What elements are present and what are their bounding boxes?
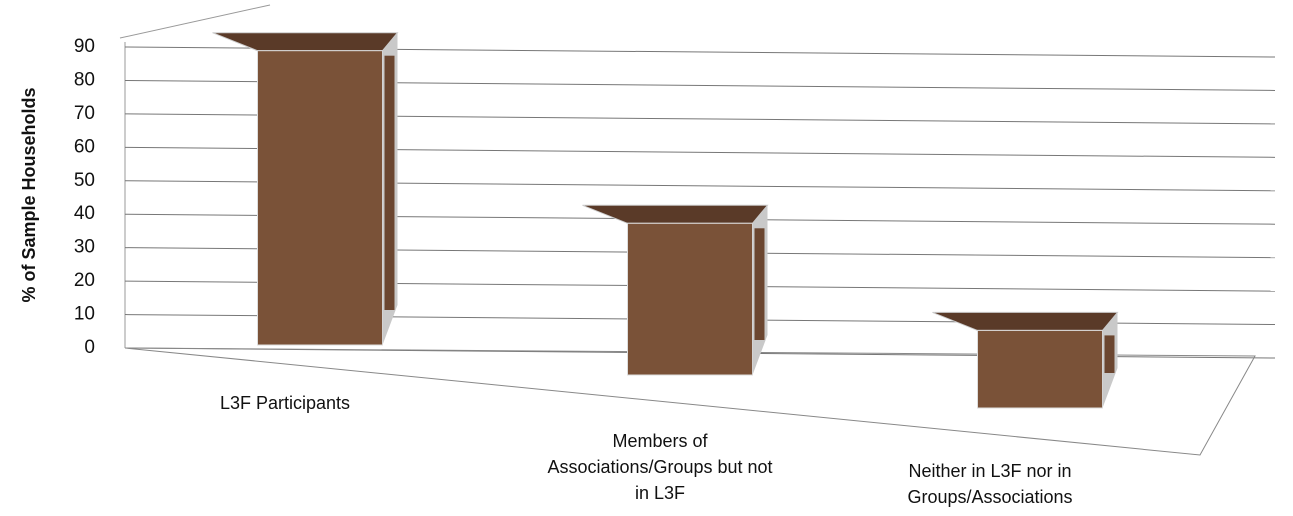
x-tick-label: Neither in L3F nor in Groups/Association…: [907, 461, 1073, 507]
y-tick-label: 60: [74, 136, 95, 157]
bar: [932, 311, 1119, 409]
y-axis-label: % of Sample Households: [19, 87, 39, 302]
y-tick-label: 80: [74, 69, 95, 90]
bar-side-coins: [754, 228, 765, 340]
bar-front: [627, 222, 753, 376]
x-tick-label: L3F Participants: [219, 393, 351, 413]
y-tick-label: 40: [74, 203, 95, 224]
bar-front: [257, 50, 383, 346]
y-tick-label: 30: [74, 237, 95, 258]
wall-top: [119, 4, 271, 39]
bar: [582, 204, 769, 376]
y-tick-label: 0: [84, 337, 95, 358]
y-tick-label: 90: [74, 36, 95, 57]
bar-top: [932, 311, 1119, 331]
bar-side-coins: [1104, 335, 1115, 373]
x-tick-label: Members of Associations/Groups but not i…: [547, 431, 773, 503]
bar-front: [977, 329, 1103, 409]
bar-top: [582, 204, 769, 224]
bar: [212, 32, 399, 346]
y-tick-label: 70: [74, 103, 95, 124]
y-tick-label: 10: [74, 304, 95, 325]
y-tick-label: 50: [74, 170, 95, 191]
y-tick-label: 20: [74, 270, 95, 291]
bar-side-coins: [384, 55, 395, 310]
